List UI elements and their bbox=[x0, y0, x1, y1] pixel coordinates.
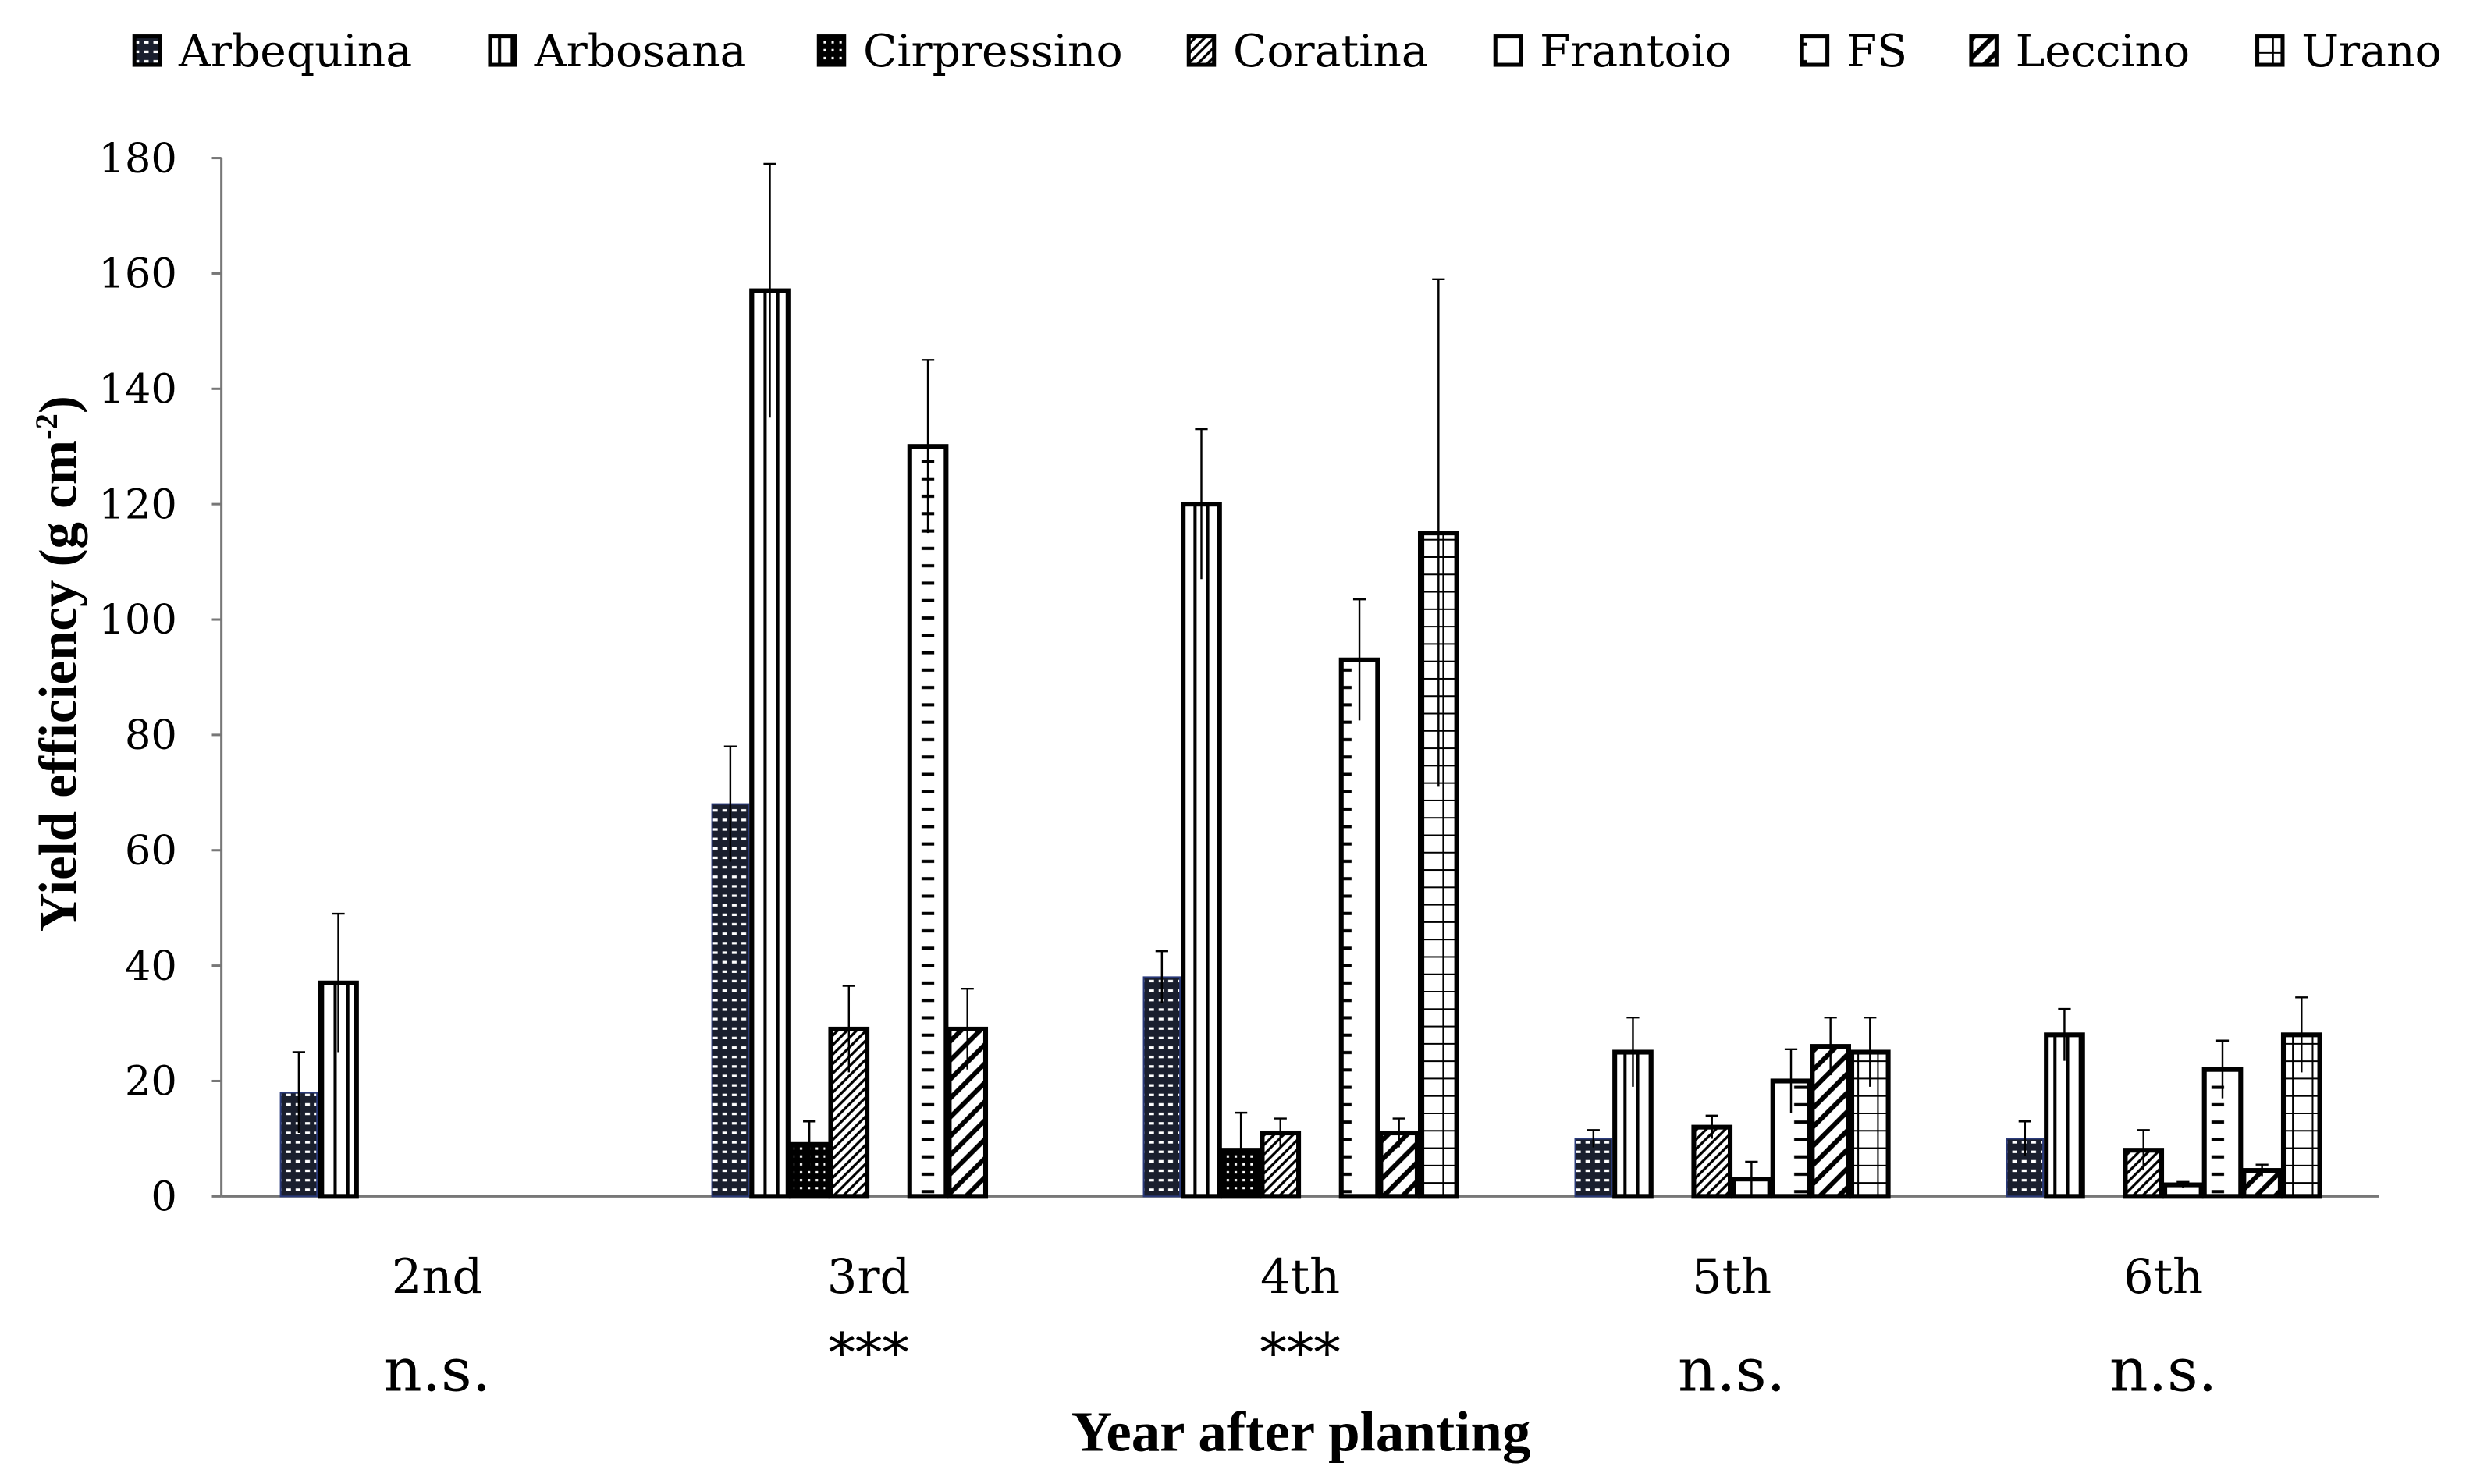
significance-label: *** bbox=[1260, 1322, 1340, 1385]
legend-label: Frantoio bbox=[1540, 26, 1732, 77]
y-tick-label: 40 bbox=[125, 943, 177, 990]
legend-item-cirpressino: Cirpressino bbox=[816, 26, 1123, 77]
legend-item-frantoio: Frantoio bbox=[1493, 26, 1732, 77]
bar-arbosana-4th bbox=[1181, 502, 1222, 1199]
axes: 0 20 40 60 80 100 120 140 160 180 2nd n.s. 3rd *** 4th… bbox=[98, 135, 2379, 1405]
y-tick-label: 0 bbox=[151, 1173, 177, 1221]
significance-label: n.s. bbox=[383, 1336, 491, 1405]
legend-item-coratina: Coratina bbox=[1186, 26, 1428, 77]
legend-swatch bbox=[1969, 34, 1999, 67]
y-tick-label: 60 bbox=[125, 827, 177, 875]
bar-fs-3rd bbox=[907, 444, 949, 1199]
bar-coratina-5th bbox=[1691, 1124, 1733, 1199]
bar-fs-4th bbox=[1338, 657, 1380, 1199]
y-axis-label: Yield efficiency (g cm-2) bbox=[28, 396, 87, 932]
significance-label: n.s. bbox=[2109, 1336, 2217, 1405]
y-tick-label: 120 bbox=[98, 481, 177, 528]
legend: Arbequina Arbosana Cirpressino Coratina Fran… bbox=[132, 26, 2442, 77]
significance-label: n.s. bbox=[1678, 1336, 1786, 1405]
legend-swatch bbox=[132, 34, 162, 67]
legend-item-leccino: Leccino bbox=[1969, 26, 2191, 77]
significance-label: *** bbox=[828, 1322, 908, 1385]
legend-item-fs: FS bbox=[1800, 26, 1907, 77]
legend-item-arbosana: Arbosana bbox=[488, 26, 747, 77]
y-axis-label-close: ) bbox=[28, 396, 87, 414]
legend-swatch bbox=[816, 34, 847, 67]
bar-arbequina-3rd bbox=[711, 803, 750, 1198]
x-tick-label: 5th bbox=[1692, 1250, 1771, 1305]
legend-item-arbequina: Arbequina bbox=[132, 26, 412, 77]
bar-arbosana-3rd bbox=[749, 288, 791, 1199]
x-axis-label: Year after planting bbox=[1071, 1400, 1531, 1463]
legend-label: Arbosana bbox=[534, 26, 747, 77]
legend-swatch bbox=[1493, 34, 1523, 67]
y-tick-label: 140 bbox=[98, 366, 177, 414]
legend-label: Arbequina bbox=[178, 26, 412, 77]
legend-swatch bbox=[1186, 34, 1217, 67]
y-axis-label-sup: -2 bbox=[29, 414, 64, 440]
legend-swatch bbox=[2255, 34, 2285, 67]
bar-fs-5th bbox=[1770, 1078, 1812, 1199]
y-tick-label: 180 bbox=[98, 135, 177, 183]
x-tick-label: 2nd bbox=[392, 1250, 483, 1305]
y-tick-label: 160 bbox=[98, 250, 177, 298]
bar-leccino-6th bbox=[2241, 1168, 2283, 1199]
legend-swatch bbox=[488, 34, 517, 67]
legend-label: Coratina bbox=[1233, 26, 1428, 77]
legend-label: Leccino bbox=[2016, 26, 2191, 77]
legend-label: FS bbox=[1846, 26, 1907, 77]
y-axis-label-text: Yield efficiency (g cm bbox=[28, 440, 87, 932]
x-tick-label: 6th bbox=[2123, 1250, 2203, 1305]
x-tick-label: 4th bbox=[1260, 1250, 1340, 1305]
legend-item-urano: Urano bbox=[2255, 26, 2442, 77]
bars bbox=[279, 162, 2322, 1199]
y-tick-label: 80 bbox=[125, 712, 177, 759]
legend-label: Cirpressino bbox=[863, 26, 1123, 77]
y-tick-label: 20 bbox=[125, 1058, 177, 1106]
bar-arbequina-4th bbox=[1142, 976, 1181, 1198]
x-tick-label: 3rd bbox=[827, 1250, 911, 1305]
legend-label: Urano bbox=[2301, 26, 2441, 77]
legend-swatch bbox=[1800, 34, 1830, 67]
y-tick-label: 100 bbox=[98, 596, 177, 644]
